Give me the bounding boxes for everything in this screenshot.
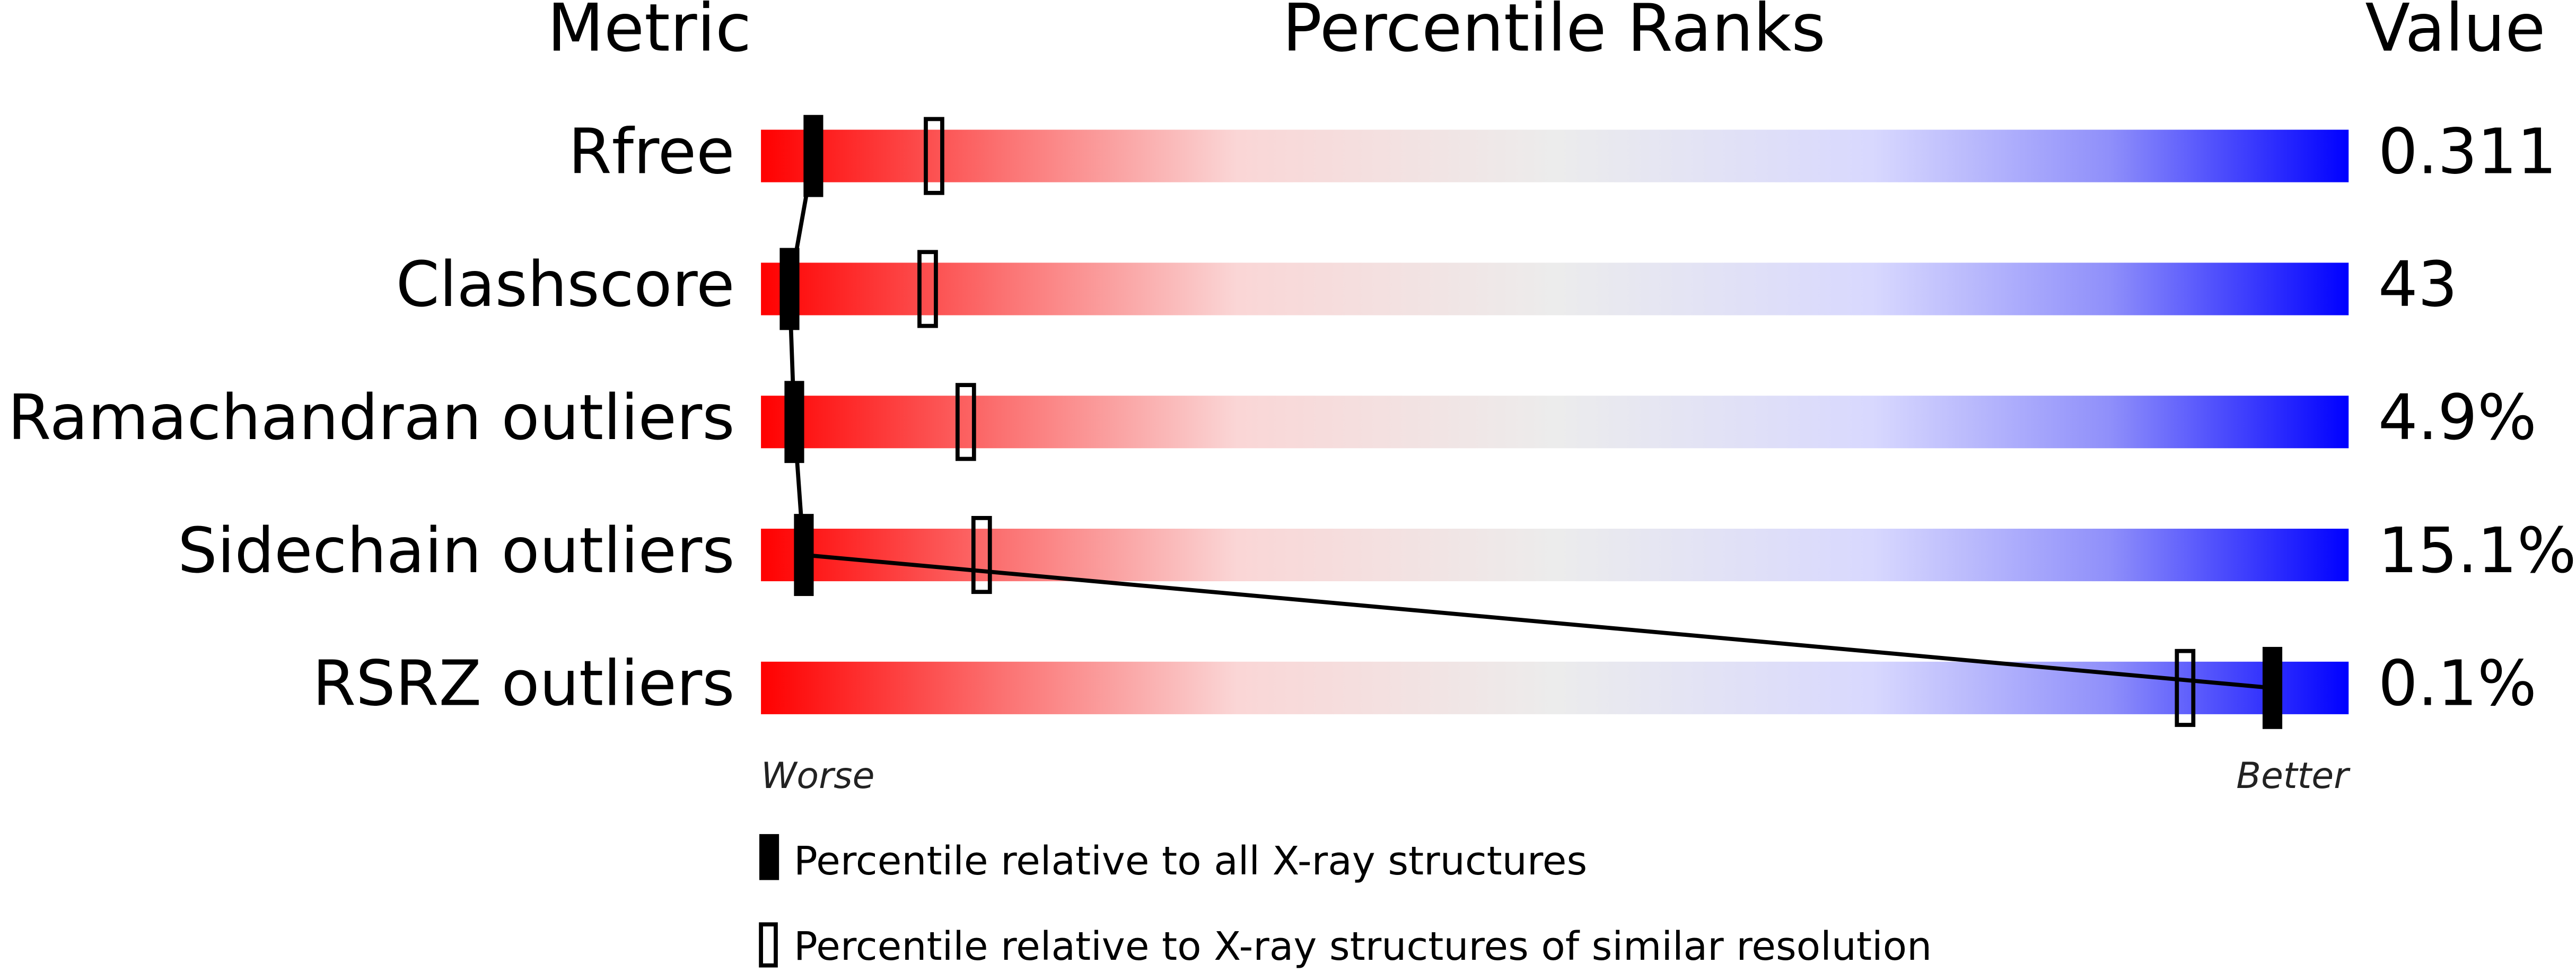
percentile-bar	[761, 262, 2349, 316]
resolution-marker	[917, 250, 938, 328]
better-label: Better	[2236, 755, 2351, 797]
resolution-marker	[971, 516, 992, 594]
metric-header: Metric	[547, 0, 751, 67]
percentile-marker	[2262, 646, 2283, 729]
metric-value: 43	[2378, 248, 2458, 321]
metric-value: 0.1%	[2378, 647, 2537, 720]
percentile-bar	[761, 396, 2349, 449]
legend-swatch	[759, 834, 779, 880]
percentile-marker	[794, 514, 814, 596]
percentile-marker	[779, 248, 800, 330]
metric-value: 0.311	[2378, 115, 2557, 188]
metric-label: Rfree	[568, 115, 735, 188]
percentile-marker	[803, 115, 823, 197]
metric-value: 4.9%	[2378, 381, 2537, 454]
worse-label: Worse	[761, 755, 874, 797]
metric-label: Sidechain outliers	[178, 514, 734, 587]
percentile-bar	[761, 129, 2349, 182]
metric-label: Ramachandran outliers	[8, 381, 735, 454]
metric-label: RSRZ outliers	[312, 647, 734, 720]
resolution-marker	[955, 383, 976, 461]
percentile-bar	[761, 661, 2349, 714]
percentile-marker	[784, 381, 804, 463]
metric-value: 15.1%	[2378, 514, 2576, 587]
legend-swatch	[759, 922, 778, 968]
value-header: Value	[2365, 0, 2545, 67]
percentile-header: Percentile Ranks	[1282, 0, 1825, 67]
percentile-bar	[761, 529, 2349, 582]
legend-label: Percentile relative to all X-ray structu…	[794, 838, 1587, 884]
legend-label: Percentile relative to X-ray structures …	[794, 923, 1932, 969]
resolution-marker	[924, 117, 944, 195]
resolution-marker	[2175, 649, 2196, 727]
metric-label: Clashscore	[396, 248, 735, 321]
